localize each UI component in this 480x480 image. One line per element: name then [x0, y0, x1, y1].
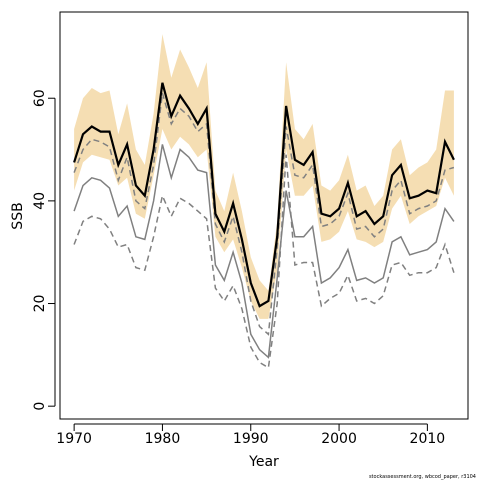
comparison-line-3	[73, 92, 455, 336]
y-tick-label: 40	[32, 192, 48, 210]
plot-frame	[59, 11, 469, 420]
y-tick-label: 20	[32, 295, 48, 313]
x-axis-title: Year	[248, 454, 279, 470]
x-tick-label: 2010	[410, 431, 446, 447]
comparison-line-4	[73, 144, 455, 359]
plot-area	[73, 34, 455, 369]
confidence-band	[74, 34, 454, 319]
y-tick-label: 60	[32, 89, 48, 107]
x-tick-label: 1980	[145, 431, 181, 447]
x-tick-label: 1970	[56, 431, 92, 447]
comparison-line-5	[73, 154, 455, 369]
y-tick-label: 0	[32, 402, 48, 411]
x-tick-label: 2000	[321, 431, 357, 447]
y-axis: 0 20 40 60	[32, 89, 56, 411]
x-tick-label: 1990	[233, 431, 269, 447]
credit-text: stockassessment.org, wbcod_paper, r3104	[369, 474, 476, 480]
y-axis-title: SSB	[10, 202, 26, 229]
x-axis: 1970 1980 1990 2000 2010	[56, 423, 446, 447]
ssb-estimate-line	[73, 82, 455, 308]
